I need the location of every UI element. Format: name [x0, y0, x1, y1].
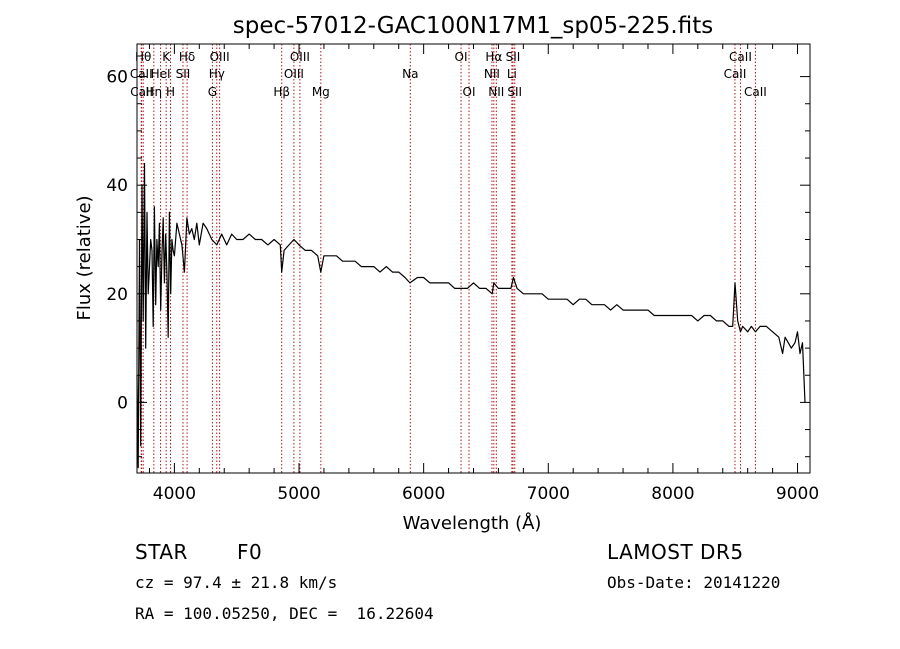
y-axis: 0 20 40 60: [106, 68, 810, 458]
y-axis-label: Flux (relative): [74, 195, 95, 320]
line-label: H: [166, 85, 175, 99]
chart-title: spec-57012-GAC100N17M1_sp05-225.fits: [233, 13, 713, 39]
line-label: NII: [484, 67, 500, 81]
line-label: CaII: [744, 85, 767, 99]
line-label: CaII: [729, 50, 752, 64]
line-label: NII: [488, 85, 504, 99]
line-label: K: [162, 50, 171, 64]
line-label: G: [208, 85, 217, 99]
x-tick-label: 9000: [776, 484, 819, 504]
line-label: CaII: [130, 85, 153, 99]
object-class: STAR: [135, 540, 188, 564]
line-label: OIII: [290, 50, 310, 64]
line-label: SII: [507, 85, 522, 99]
x-tick-label: 6000: [402, 484, 445, 504]
line-label: OI: [455, 50, 468, 64]
line-label: Mg: [312, 85, 330, 99]
emission-line-markers: [140, 44, 756, 473]
line-label: Hα: [485, 50, 502, 64]
line-label: HeI: [151, 67, 171, 81]
x-axis-label: Wavelength (Å): [403, 512, 542, 534]
y-tick-label: 40: [106, 176, 128, 196]
line-label: OIII: [284, 67, 304, 81]
line-label: CaII: [130, 67, 153, 81]
line-label: Na: [402, 67, 418, 81]
plot-frame: [136, 43, 811, 474]
x-tick-label: 8000: [651, 484, 694, 504]
x-tick-label: 5000: [277, 484, 320, 504]
line-label: Hη: [146, 85, 163, 99]
y-tick-label: 20: [106, 285, 128, 305]
obs-date: Obs-Date: 20141220: [607, 573, 781, 592]
spectrum-line: [136, 162, 806, 469]
redshift-readout: cz = 97.4 ± 21.8 km/s: [135, 573, 338, 592]
survey-label: LAMOST DR5: [607, 540, 744, 564]
line-label: CaII: [724, 67, 747, 81]
coordinates: RA = 100.05250, DEC = 16.22604: [135, 604, 434, 623]
line-label: Li: [507, 67, 517, 81]
line-label: Hθ: [135, 50, 151, 64]
subclass: F0: [237, 540, 263, 564]
y-tick-label: 60: [106, 68, 128, 88]
line-label: OI: [463, 85, 476, 99]
line-label: SII: [176, 67, 191, 81]
x-axis: 4000 5000 6000 7000 8000 9000: [148, 44, 819, 504]
line-label: SII: [506, 50, 521, 64]
line-label: Hδ: [179, 50, 195, 64]
y-tick-label: 0: [117, 393, 128, 413]
line-label: Hβ: [273, 85, 290, 99]
x-tick-label: 7000: [527, 484, 570, 504]
line-label: OIII: [210, 50, 230, 64]
x-tick-label: 4000: [153, 484, 196, 504]
line-label: Hγ: [209, 67, 225, 81]
